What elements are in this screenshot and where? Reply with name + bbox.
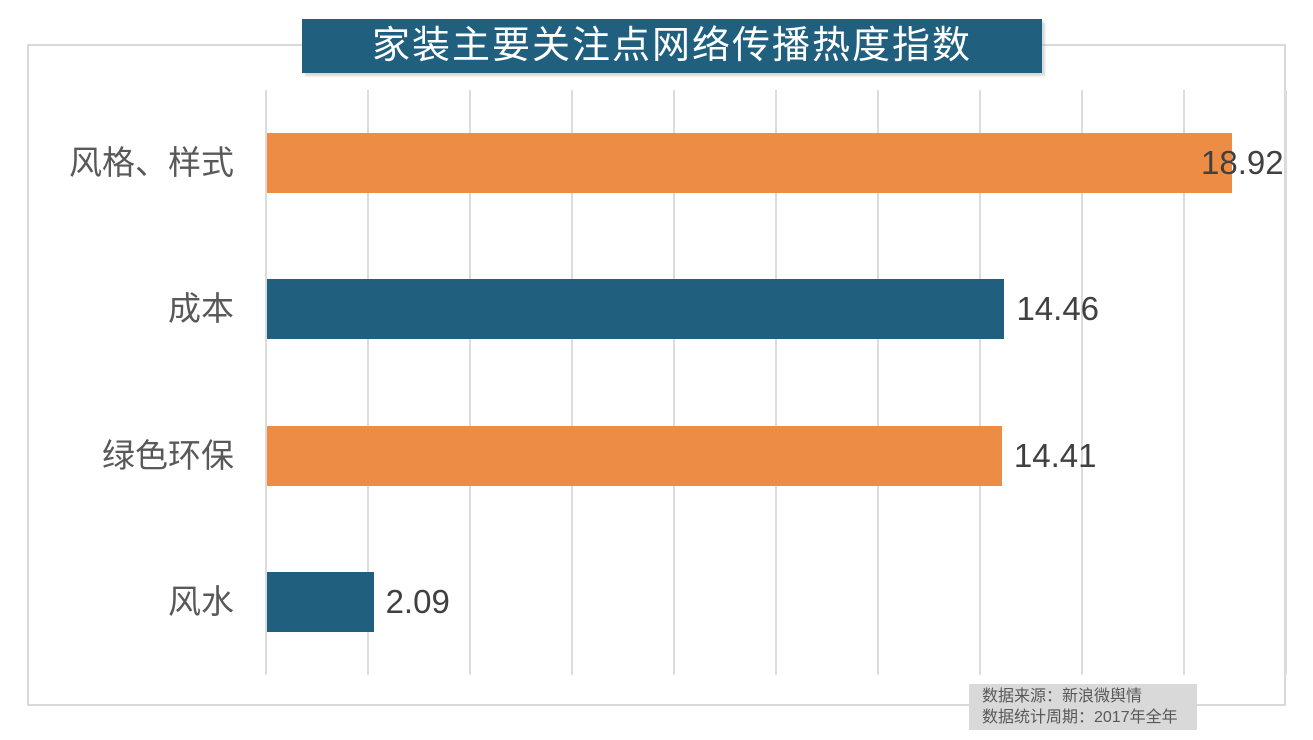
bar-2: [267, 425, 1002, 486]
gridline: [1183, 90, 1185, 675]
value-label-3: 2.09: [385, 582, 450, 620]
gridline: [1285, 90, 1287, 675]
chart-title-banner: 家装主要关注点网络传播热度指数: [302, 19, 1042, 73]
category-label-3: 风水: [168, 582, 234, 620]
gridline: [775, 90, 777, 675]
gridline: [571, 90, 573, 675]
source-line-2: 数据统计周期：2017年全年: [982, 709, 1178, 726]
bar-1: [267, 279, 1005, 340]
category-label-0: 风格、样式: [69, 144, 234, 182]
value-label-0: 18.92: [1201, 144, 1284, 182]
plot-area: 18.92 14.46 14.41 2.09: [265, 90, 1287, 675]
value-label-2: 14.41: [1013, 436, 1097, 474]
category-label-2: 绿色环保: [102, 436, 234, 474]
gridline: [265, 90, 267, 675]
gridline: [1081, 90, 1083, 675]
source-line-1: 数据来源：新浪微舆情: [982, 688, 1143, 705]
gridline: [877, 90, 879, 675]
value-label-1: 14.46: [1016, 290, 1100, 328]
category-label-1: 成本: [168, 290, 234, 328]
gridline: [673, 90, 675, 675]
bar-3: [267, 571, 374, 632]
gridline: [367, 90, 369, 675]
gridline: [979, 90, 981, 675]
bar-0: [267, 133, 1232, 194]
source-box: 数据来源：新浪微舆情 数据统计周期：2017年全年: [969, 684, 1197, 730]
chart-title: 家装主要关注点网络传播热度指数: [371, 25, 972, 67]
gridline: [469, 90, 471, 675]
